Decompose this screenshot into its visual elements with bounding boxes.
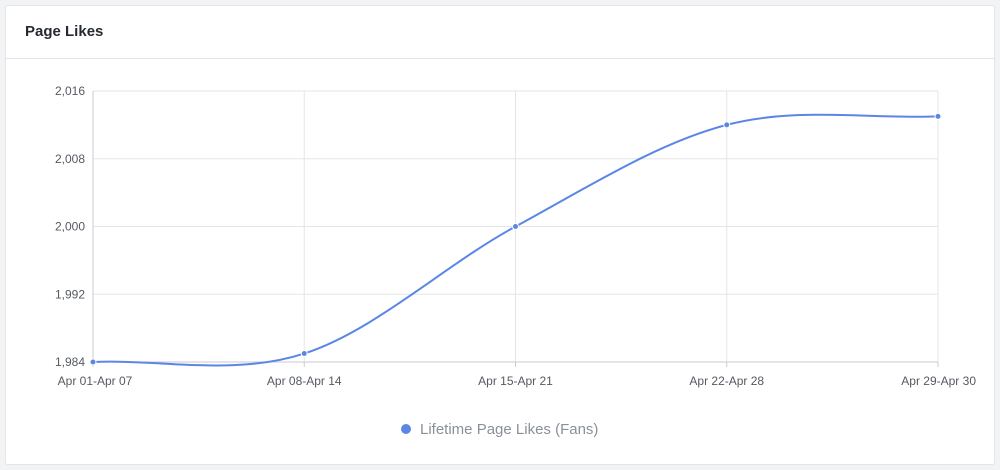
legend-marker — [401, 424, 411, 434]
x-tick-label: Apr 22-Apr 28 — [689, 374, 764, 388]
legend-label: Lifetime Page Likes (Fans) — [420, 421, 598, 438]
x-tick-label: Apr 15-Apr 21 — [478, 374, 553, 388]
card-header: Page Likes — [6, 6, 994, 59]
x-tick-label: Apr 29-Apr 30 — [901, 374, 976, 388]
y-tick-label: 2,000 — [55, 220, 85, 234]
x-tick-label: Apr 08-Apr 14 — [267, 374, 342, 388]
line-chart: 1,984 1,992 2,000 2,008 2,016 Apr 01-Apr 07 Ap… — [55, 84, 976, 438]
data-point — [934, 112, 942, 120]
data-point — [89, 358, 97, 366]
y-tick-label: 1,992 — [55, 287, 85, 301]
y-tick-label: 2,016 — [55, 84, 85, 98]
data-point — [723, 121, 731, 129]
y-tick-label: 1,984 — [55, 355, 85, 369]
page-likes-card: Page Likes 1,984 1,992 2,000 2,008 2,016 Apr … — [5, 5, 995, 465]
card-title: Page Likes — [25, 23, 104, 40]
data-point — [512, 223, 519, 230]
y-tick-label: 2,008 — [55, 152, 85, 166]
data-point — [300, 350, 308, 358]
x-tick-label: Apr 01-Apr 07 — [58, 374, 133, 388]
